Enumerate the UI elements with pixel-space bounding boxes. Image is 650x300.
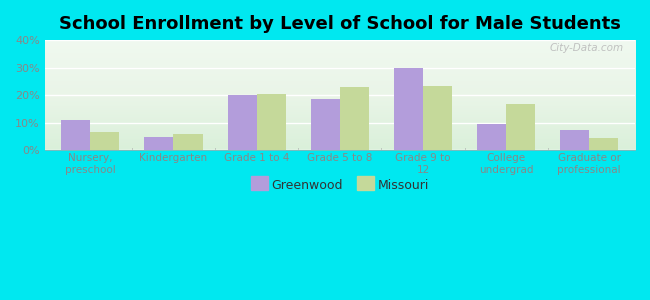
Bar [590, 138, 618, 150]
Text: City-Data.com: City-Data.com [549, 44, 623, 53]
Bar [61, 120, 90, 150]
Bar [394, 68, 423, 150]
Bar [506, 103, 535, 150]
Legend: Greenwood, Missouri: Greenwood, Missouri [246, 174, 434, 197]
Bar [144, 136, 174, 150]
Bar [560, 130, 590, 150]
Bar [174, 134, 203, 150]
Bar [423, 85, 452, 150]
Bar [340, 87, 369, 150]
Bar [477, 124, 506, 150]
Bar [257, 94, 286, 150]
Title: School Enrollment by Level of School for Male Students: School Enrollment by Level of School for… [59, 15, 621, 33]
Bar [90, 133, 120, 150]
Bar [311, 99, 340, 150]
Bar [227, 95, 257, 150]
